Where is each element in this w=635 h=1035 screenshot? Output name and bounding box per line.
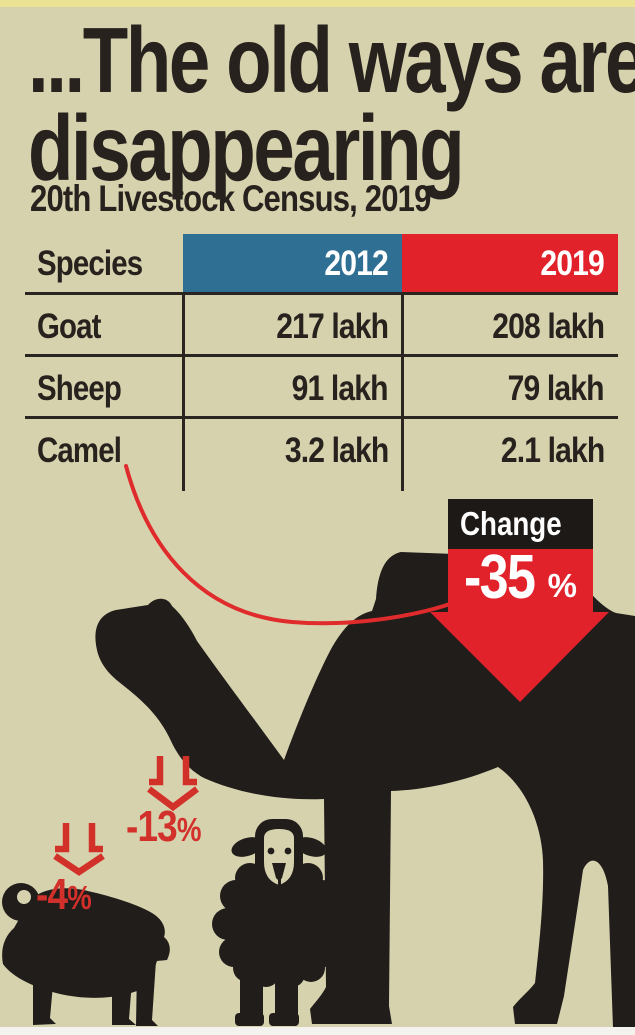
table-cell-2019: 208 lakh: [492, 307, 605, 346]
camel-pointer-curve: [124, 464, 452, 626]
table-cell-species: Sheep: [37, 369, 122, 408]
col-header-2012: 2012: [183, 234, 402, 293]
census-table: Species 2012 2019 Goat 217 lakh 208 lakh…: [25, 234, 618, 482]
table-rule: [25, 354, 618, 357]
table-column-rule: [401, 293, 404, 491]
ram-horn-curl: [17, 890, 31, 904]
bottom-edge-strip: [0, 1027, 635, 1035]
table-rule: [25, 416, 618, 419]
change-big-down-arrow-icon: [430, 549, 609, 702]
table-cell-species: Goat: [37, 307, 101, 346]
table-cell-species: Camel: [37, 431, 122, 470]
top-edge-strip: [0, 0, 635, 7]
page-title: ...The old ways are disappearing: [28, 8, 635, 200]
table-cell-2012: 91 lakh: [291, 369, 389, 408]
col-header-2019: 2019: [402, 234, 618, 293]
sheep-down-arrow-icon: [147, 756, 199, 812]
goat-change-annotation: -4%: [36, 870, 92, 919]
table-column-rule: [182, 293, 185, 491]
sheep-face-features: [267, 847, 292, 885]
goat-down-arrow-icon: [53, 823, 105, 876]
col-header-species: Species: [37, 243, 143, 283]
change-badge-label: Change: [448, 499, 593, 549]
table-cell-2012: 217 lakh: [276, 307, 389, 346]
table-cell-2019: 2.1 lakh: [500, 431, 604, 470]
change-badge-value: -35%: [464, 542, 577, 612]
title-line-1: ...The old ways are: [28, 8, 635, 112]
table-rule: [25, 292, 618, 295]
sheep-face: [264, 829, 294, 885]
sheep-change-annotation: -13%: [126, 802, 202, 851]
table-cell-2012: 3.2 lakh: [284, 431, 388, 470]
page-subtitle: 20th Livestock Census, 2019: [30, 178, 431, 219]
title-line-2: disappearing: [28, 96, 465, 200]
table-cell-2019: 79 lakh: [507, 369, 605, 408]
